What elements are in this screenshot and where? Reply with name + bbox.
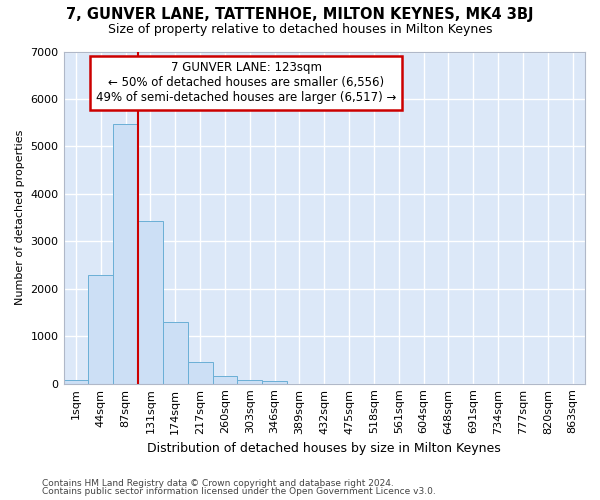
X-axis label: Distribution of detached houses by size in Milton Keynes: Distribution of detached houses by size … [148, 442, 501, 455]
Bar [262, 381, 287, 384]
Bar [138, 221, 163, 384]
Text: 7 GUNVER LANE: 123sqm
← 50% of detached houses are smaller (6,556)
49% of semi-d: 7 GUNVER LANE: 123sqm ← 50% of detached … [96, 62, 396, 104]
Bar [113, 124, 138, 384]
Text: Size of property relative to detached houses in Milton Keynes: Size of property relative to detached ho… [108, 22, 492, 36]
Bar [163, 322, 188, 384]
Text: 7, GUNVER LANE, TATTENHOE, MILTON KEYNES, MK4 3BJ: 7, GUNVER LANE, TATTENHOE, MILTON KEYNES… [66, 8, 534, 22]
Bar [64, 380, 88, 384]
Text: Contains public sector information licensed under the Open Government Licence v3: Contains public sector information licen… [42, 487, 436, 496]
Bar [212, 376, 238, 384]
Y-axis label: Number of detached properties: Number of detached properties [15, 130, 25, 306]
Text: Contains HM Land Registry data © Crown copyright and database right 2024.: Contains HM Land Registry data © Crown c… [42, 478, 394, 488]
Bar [188, 362, 212, 384]
Bar [238, 380, 262, 384]
Bar [88, 276, 113, 384]
